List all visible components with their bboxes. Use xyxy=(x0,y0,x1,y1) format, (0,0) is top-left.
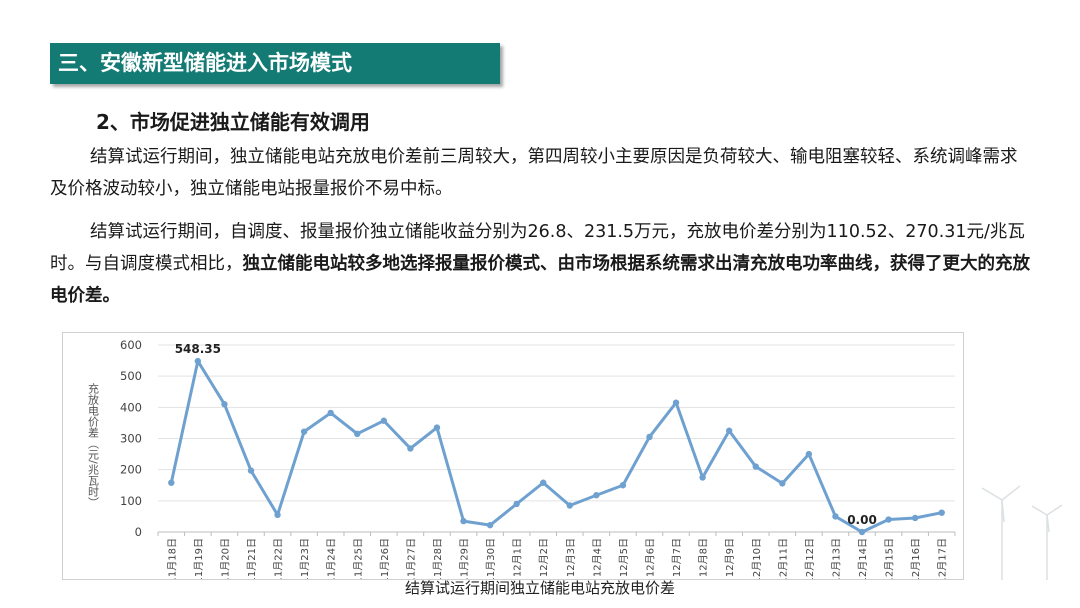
data-point xyxy=(247,467,255,474)
data-point xyxy=(646,433,653,441)
y-tick-label: 400 xyxy=(120,400,142,414)
data-point xyxy=(699,474,706,481)
data-point xyxy=(380,417,388,424)
x-tick-label: 11月21日 xyxy=(246,538,258,579)
data-point xyxy=(274,511,281,519)
y-tick-label: 500 xyxy=(120,369,142,383)
x-tick-label: 11月18日 xyxy=(166,538,178,579)
x-tick-label: 12月6日 xyxy=(644,538,656,577)
x-tick-label: 12月3日 xyxy=(565,538,577,577)
x-tick-label: 12月10日 xyxy=(751,538,763,579)
data-point xyxy=(513,500,520,508)
line-chart: 0 100 200 300 400 500 600 充放电价差（元/兆瓦时） 11月18日 11月… xyxy=(87,338,956,583)
data-point xyxy=(194,357,202,365)
x-tick-label: 12月12日 xyxy=(804,538,816,579)
x-tick-label: 11月25日 xyxy=(352,538,364,579)
x-tick-label: 12月16日 xyxy=(910,538,922,579)
data-point xyxy=(911,514,919,522)
data-point xyxy=(540,479,547,486)
data-point xyxy=(300,428,308,435)
x-tick-label: 11月19日 xyxy=(193,538,205,579)
x-tick-label: 12月13日 xyxy=(830,538,842,579)
paragraph-2-text: 结算试运行期间，自调度、报量报价独立储能收益分别为26.8、231.5万元，充放… xyxy=(50,222,1025,274)
x-tick-label: 11月24日 xyxy=(326,538,338,579)
x-tick-label: 11月20日 xyxy=(219,538,231,579)
x-tick-label: 11月28日 xyxy=(432,538,444,579)
data-point xyxy=(460,517,467,525)
data-point xyxy=(725,427,733,434)
y-axis-label: 充放电价差（元/兆瓦时） xyxy=(87,382,100,508)
x-tick-label: 11月23日 xyxy=(299,538,311,579)
x-tick-label: 11月30日 xyxy=(485,538,497,579)
x-tick-label: 12月8日 xyxy=(698,538,710,577)
x-tick-label: 11月22日 xyxy=(273,538,285,579)
y-tick-label: 0 xyxy=(135,525,142,539)
chart-caption: 结算试运行期间独立储能电站充放电价差 xyxy=(404,579,675,597)
x-tick-label: 12月17日 xyxy=(937,538,949,579)
y-tick-label: 600 xyxy=(120,338,142,352)
data-point xyxy=(938,509,945,516)
paragraph-2-bold-text: 独立储能电站较多地选择报量报价模式、由市场根据系统需求出清充放电功率曲线，获得了… xyxy=(50,254,1030,306)
x-tick-label: 11月29日 xyxy=(459,538,471,579)
series-line xyxy=(169,359,943,534)
subheading: 2、市场促进独立储能有效调用 xyxy=(96,110,370,134)
data-point xyxy=(885,516,892,523)
section-header: 三、安徽新型储能进入市场模式 xyxy=(50,43,500,84)
x-tick-label: 12月9日 xyxy=(724,538,736,577)
x-tick-label: 12月11日 xyxy=(777,538,789,579)
x-tick-label: 12月2日 xyxy=(538,538,550,577)
paragraph-1: 结算试运行期间，独立储能电站充放电价差前三周较大，第四周较小主要原因是负荷较大、… xyxy=(50,141,1030,205)
wind-turbine-decoration xyxy=(981,485,1063,580)
chart-frame: 0 100 200 300 400 500 600 充放电价差（元/兆瓦时） 11月18日 11月… xyxy=(62,332,964,583)
data-label: 0.00 xyxy=(847,513,877,527)
y-tick-label: 100 xyxy=(120,494,142,508)
y-tick-label: 300 xyxy=(120,432,142,446)
data-point xyxy=(779,480,786,487)
data-point xyxy=(752,463,759,470)
data-point xyxy=(354,430,361,438)
data-point xyxy=(407,445,414,452)
x-tick-label: 12月1日 xyxy=(512,538,524,577)
x-tick-label: 12月7日 xyxy=(671,538,683,577)
data-point xyxy=(832,513,839,520)
data-point xyxy=(593,492,600,499)
data-point xyxy=(672,399,680,406)
data-point xyxy=(327,409,334,417)
data-point xyxy=(805,450,813,458)
x-tick-label: 11月27日 xyxy=(405,538,417,579)
data-point xyxy=(566,502,573,509)
data-label: 548.35 xyxy=(175,342,221,356)
y-tick-label: 200 xyxy=(120,463,142,477)
data-point xyxy=(433,424,441,431)
paragraph-1-text: 结算试运行期间，独立储能电站充放电价差前三周较大，第四周较小主要原因是负荷较大、… xyxy=(50,147,1018,199)
paragraph-2: 结算试运行期间，自调度、报量报价独立储能收益分别为26.8、231.5万元，充放… xyxy=(50,216,1030,312)
section-title: 三、安徽新型储能进入市场模式 xyxy=(58,51,352,75)
x-tick-label: 12月15日 xyxy=(884,538,896,579)
x-tick-label: 12月14日 xyxy=(857,538,869,579)
x-tick-label: 12月5日 xyxy=(618,538,630,577)
data-point xyxy=(168,479,175,486)
data-point xyxy=(858,528,866,536)
x-tick-label: 12月4日 xyxy=(591,538,603,577)
data-point xyxy=(486,521,494,529)
data-point xyxy=(221,401,228,408)
data-point xyxy=(619,482,627,489)
x-tick-label: 11月26日 xyxy=(379,538,391,579)
